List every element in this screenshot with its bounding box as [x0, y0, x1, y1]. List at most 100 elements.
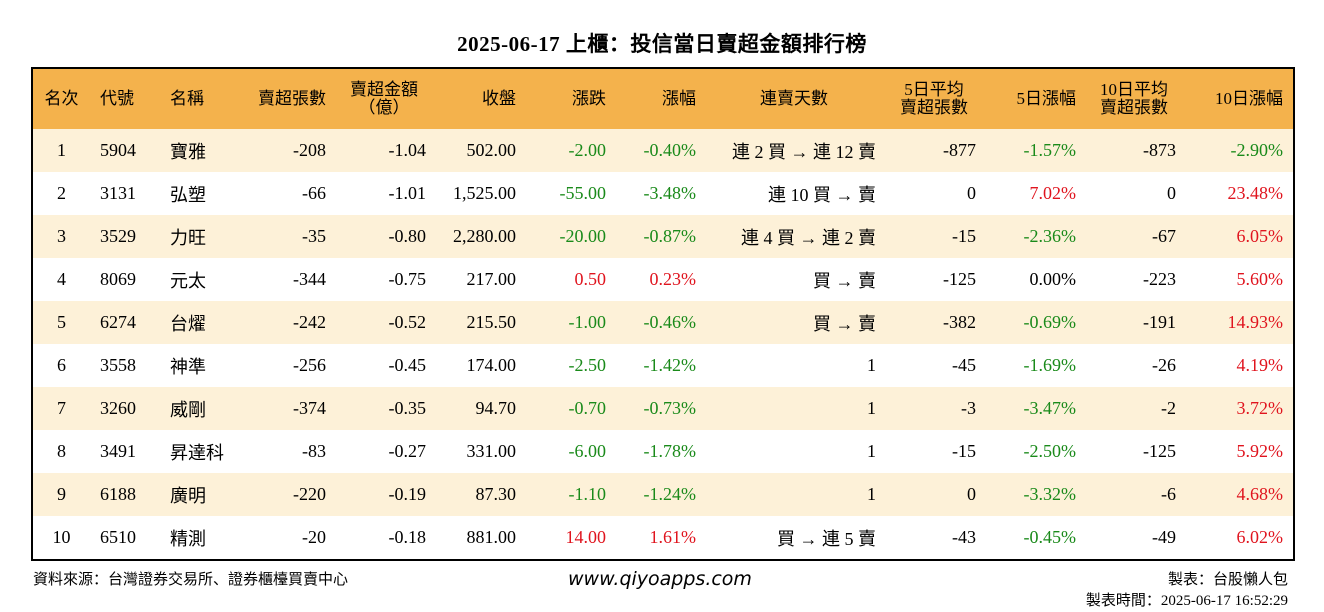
cell-streak: 連 10 買 → 賣 — [706, 172, 886, 215]
cell-chg10: 4.19% — [1186, 344, 1294, 387]
cell-streak: 買 → 連 5 賣 — [706, 516, 886, 560]
cell-streak: 買 → 賣 — [706, 258, 886, 301]
cell-sell-shares: -242 — [242, 301, 336, 344]
cell-avg10: -873 — [1086, 129, 1186, 172]
cell-change-pct: -1.42% — [616, 344, 706, 387]
cell-streak: 買 → 賣 — [706, 301, 886, 344]
page-title: 2025-06-17 上櫃：投信當日賣超金額排行榜 — [457, 32, 867, 56]
cell-change: 0.50 — [526, 258, 616, 301]
header-avg5-line1: 5日平均 — [904, 80, 964, 99]
cell-avg10: -191 — [1086, 301, 1186, 344]
cell-change-pct: 1.61% — [616, 516, 706, 560]
cell-avg10: -223 — [1086, 258, 1186, 301]
cell-sell-amount: -0.35 — [336, 387, 436, 430]
cell-code: 3131 — [94, 172, 164, 215]
cell-change: -2.00 — [526, 129, 616, 172]
header-avg10-line1: 10日平均 — [1100, 80, 1168, 99]
cell-avg10: -26 — [1086, 344, 1186, 387]
cell-sell-amount: -0.18 — [336, 516, 436, 560]
cell-chg10: 14.93% — [1186, 301, 1294, 344]
cell-code: 6188 — [94, 473, 164, 516]
cell-rank: 5 — [32, 301, 94, 344]
cell-chg5: 7.02% — [986, 172, 1086, 215]
cell-avg5: -877 — [886, 129, 986, 172]
cell-code: 5904 — [94, 129, 164, 172]
cell-change-pct: -0.46% — [616, 301, 706, 344]
made-time: 製表時間：2025-06-17 16:52:29 — [1085, 593, 1288, 609]
cell-code: 6510 — [94, 516, 164, 560]
header-avg5-line2: 賣超張數 — [900, 98, 968, 117]
cell-sell-shares: -83 — [242, 430, 336, 473]
cell-streak: 連 4 買 → 連 2 賣 — [706, 215, 886, 258]
cell-code: 6274 — [94, 301, 164, 344]
cell-change-pct: -0.40% — [616, 129, 706, 172]
header-code: 代號 — [94, 68, 164, 129]
cell-rank: 6 — [32, 344, 94, 387]
table-row: 9 6188 廣明 -220 -0.19 87.30 -1.10 -1.24% 1 0 -3.32%… — [32, 473, 1294, 516]
cell-chg10: 3.72% — [1186, 387, 1294, 430]
cell-avg5: -15 — [886, 430, 986, 473]
cell-streak: 連 2 買 → 連 12 賣 — [706, 129, 886, 172]
cell-sell-shares: -344 — [242, 258, 336, 301]
header-change-pct: 漲幅 — [616, 68, 706, 129]
cell-rank: 9 — [32, 473, 94, 516]
cell-sell-amount: -0.45 — [336, 344, 436, 387]
cell-rank: 7 — [32, 387, 94, 430]
cell-name: 昇達科 — [164, 430, 242, 473]
cell-close: 217.00 — [436, 258, 526, 301]
cell-avg10: -67 — [1086, 215, 1186, 258]
cell-change: -0.70 — [526, 387, 616, 430]
table-row: 10 6510 精測 -20 -0.18 881.00 14.00 1.61% 買 → 連 5 … — [32, 516, 1294, 560]
cell-streak: 1 — [706, 473, 886, 516]
cell-change-pct: -1.24% — [616, 473, 706, 516]
cell-avg5: -382 — [886, 301, 986, 344]
header-sell-shares: 賣超張數 — [242, 68, 336, 129]
header-rank: 名次 — [32, 68, 94, 129]
cell-sell-shares: -35 — [242, 215, 336, 258]
header-chg10: 10日漲幅 — [1186, 68, 1294, 129]
cell-name: 元太 — [164, 258, 242, 301]
cell-sell-amount: -0.27 — [336, 430, 436, 473]
cell-chg10: 6.02% — [1186, 516, 1294, 560]
cell-sell-amount: -0.52 — [336, 301, 436, 344]
maker-label: 製表：台股懶人包 — [1167, 572, 1288, 588]
header-sell-amount-line1: 賣超金額 — [350, 80, 418, 99]
cell-avg10: -125 — [1086, 430, 1186, 473]
header-sell-amount: 賣超金額 （億） — [336, 68, 436, 129]
cell-avg5: -15 — [886, 215, 986, 258]
cell-code: 3558 — [94, 344, 164, 387]
cell-sell-amount: -1.01 — [336, 172, 436, 215]
cell-change-pct: -0.87% — [616, 215, 706, 258]
cell-chg10: 23.48% — [1186, 172, 1294, 215]
cell-avg5: -45 — [886, 344, 986, 387]
cell-code: 8069 — [94, 258, 164, 301]
cell-change: -1.00 — [526, 301, 616, 344]
cell-change: -1.10 — [526, 473, 616, 516]
table-row: 8 3491 昇達科 -83 -0.27 331.00 -6.00 -1.78% 1 -15 -2.… — [32, 430, 1294, 473]
cell-rank: 1 — [32, 129, 94, 172]
cell-streak: 1 — [706, 344, 886, 387]
cell-avg5: 0 — [886, 172, 986, 215]
cell-rank: 2 — [32, 172, 94, 215]
cell-name: 弘塑 — [164, 172, 242, 215]
table-row: 4 8069 元太 -344 -0.75 217.00 0.50 0.23% 買 → 賣 -125… — [32, 258, 1294, 301]
cell-chg5: -2.50% — [986, 430, 1086, 473]
cell-name: 精測 — [164, 516, 242, 560]
cell-name: 廣明 — [164, 473, 242, 516]
cell-chg10: 5.92% — [1186, 430, 1294, 473]
table-row: 2 3131 弘塑 -66 -1.01 1,525.00 -55.00 -3.48% 連 10 … — [32, 172, 1294, 215]
header-avg5: 5日平均 賣超張數 — [886, 68, 986, 129]
cell-sell-amount: -0.80 — [336, 215, 436, 258]
header-name: 名稱 — [164, 68, 242, 129]
cell-code: 3491 — [94, 430, 164, 473]
table-row: 7 3260 威剛 -374 -0.35 94.70 -0.70 -0.73% 1 -3 -3.47… — [32, 387, 1294, 430]
cell-avg10: -49 — [1086, 516, 1186, 560]
cell-sell-shares: -208 — [242, 129, 336, 172]
cell-change-pct: -1.78% — [616, 430, 706, 473]
cell-name: 威剛 — [164, 387, 242, 430]
table-row: 5 6274 台燿 -242 -0.52 215.50 -1.00 -0.46% 買 → 賣 -3… — [32, 301, 1294, 344]
cell-change-pct: 0.23% — [616, 258, 706, 301]
ranking-table: 名次 代號 名稱 賣超張數 賣超金額 （億） 收盤 漲跌 漲幅 連賣天數 5日平… — [31, 67, 1295, 561]
cell-change: -2.50 — [526, 344, 616, 387]
cell-change-pct: -0.73% — [616, 387, 706, 430]
